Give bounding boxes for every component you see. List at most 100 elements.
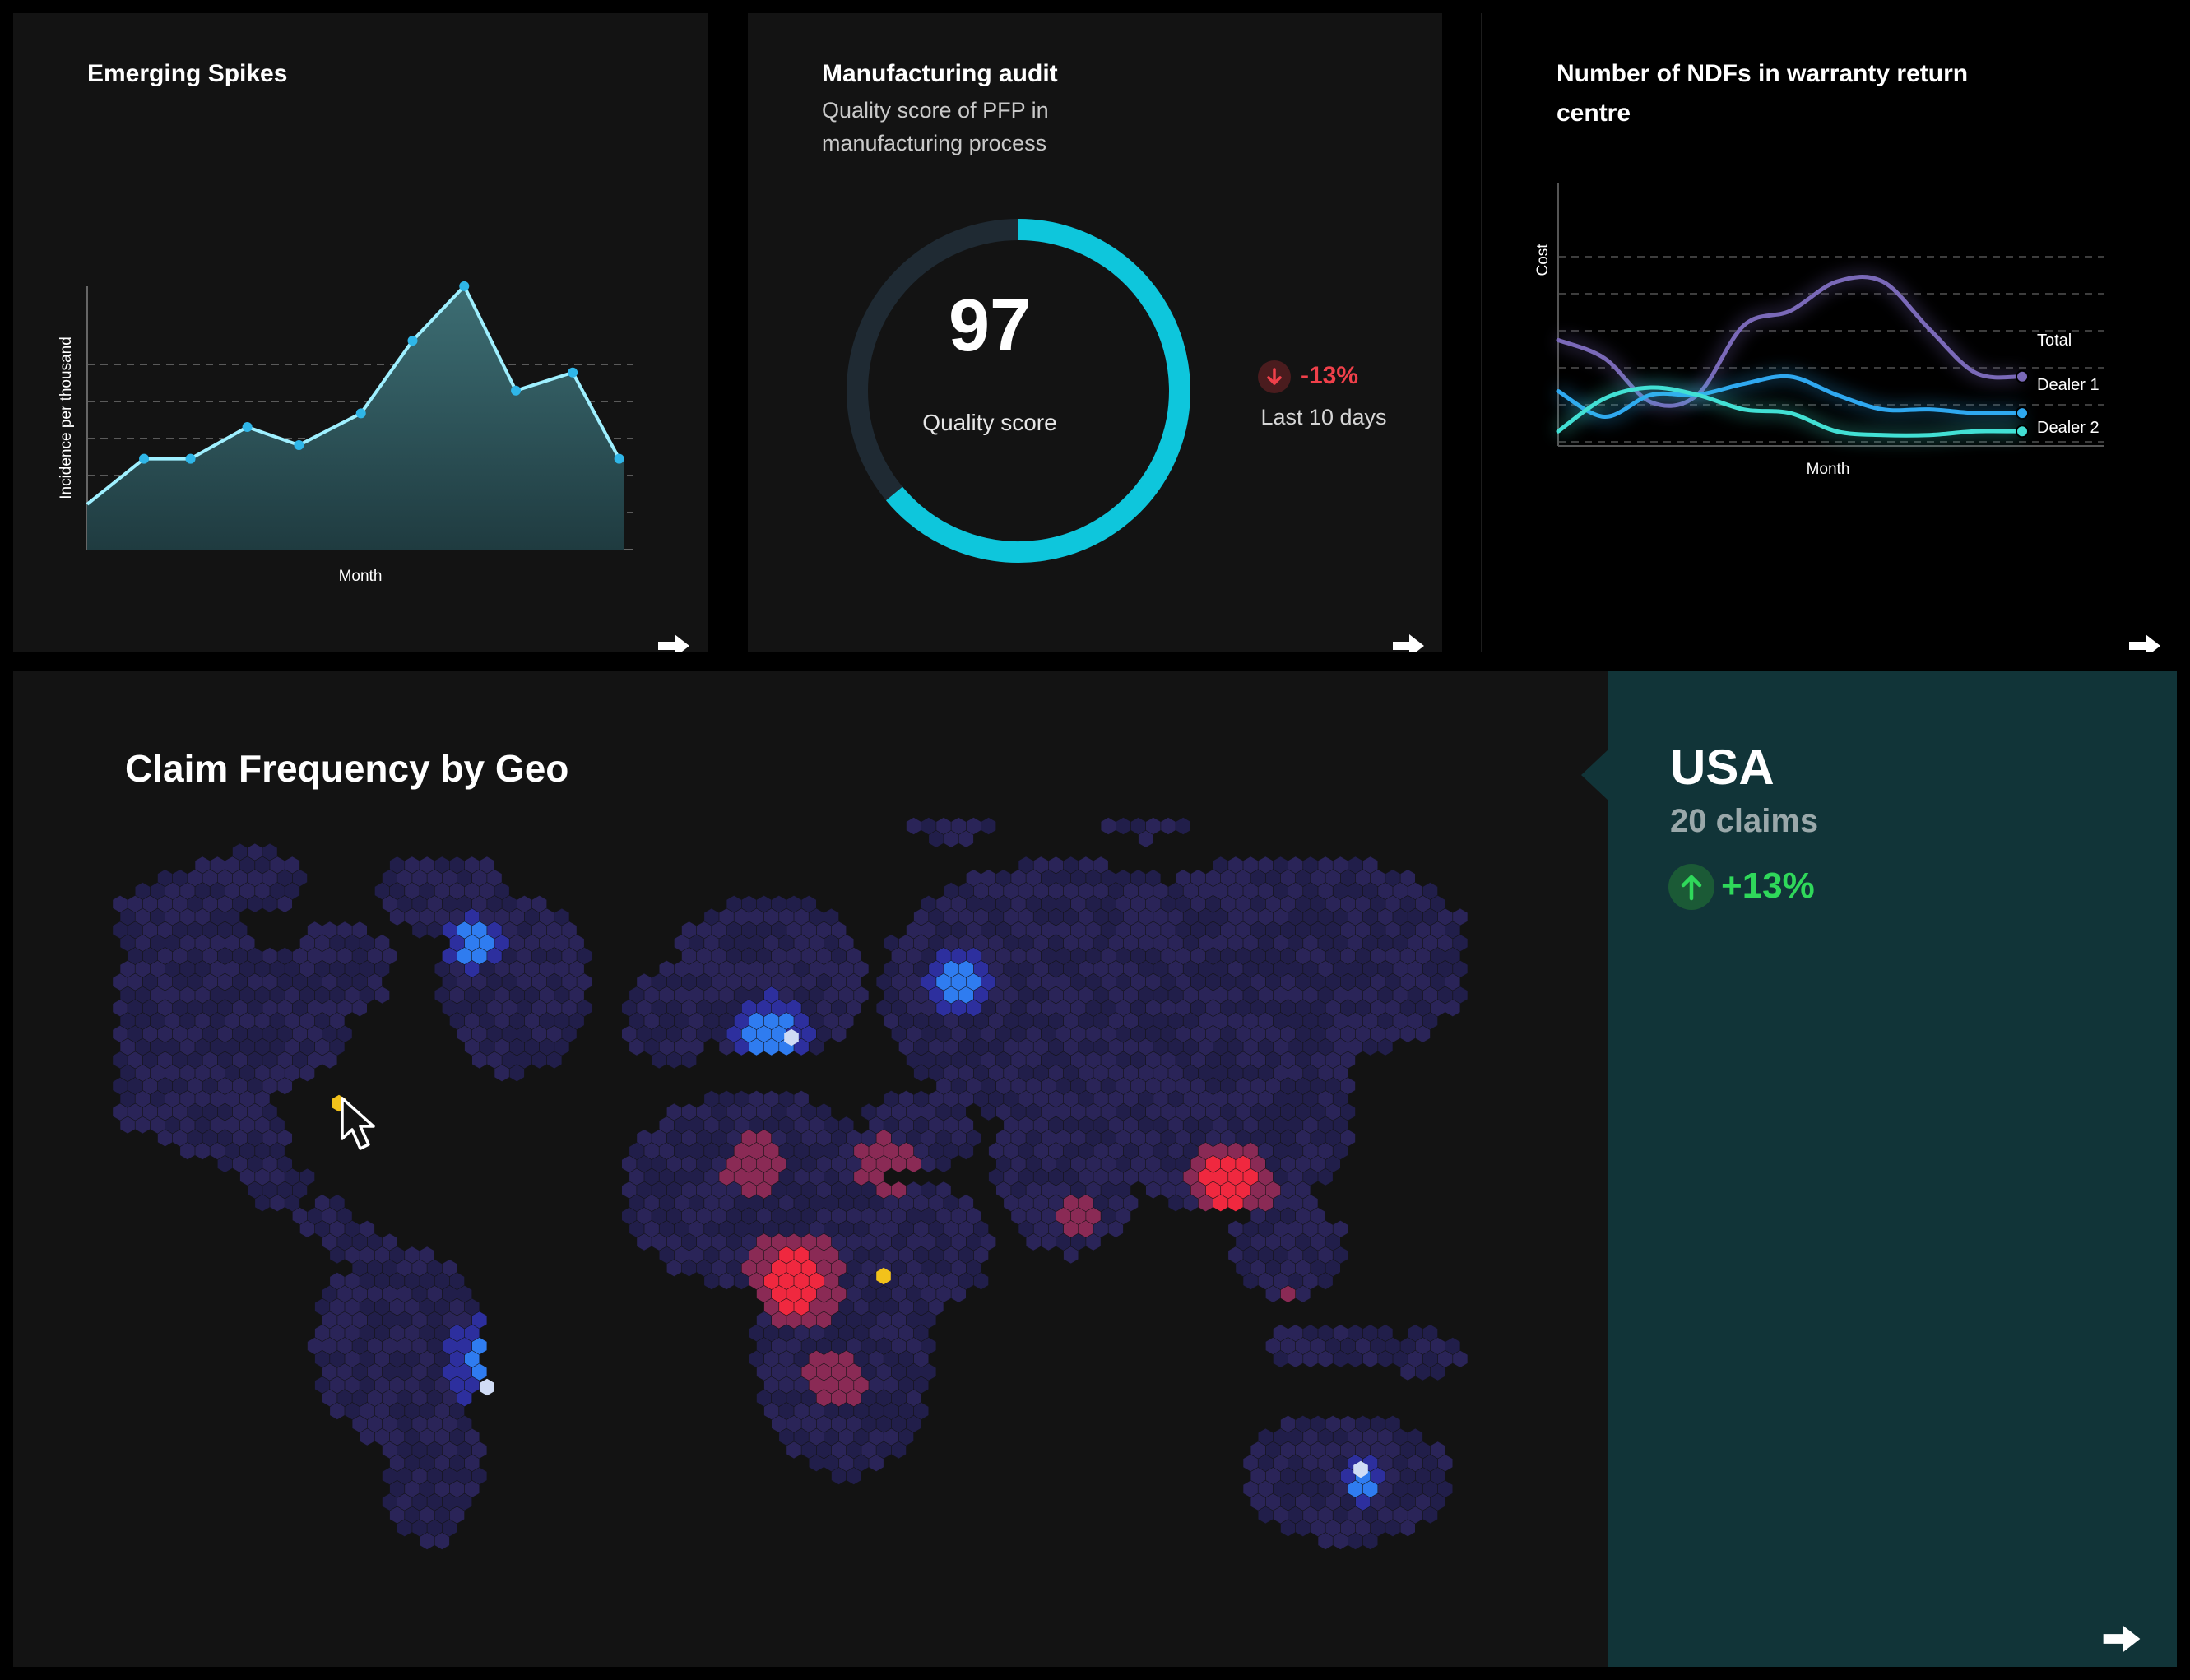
- map-hex: [1288, 960, 1303, 977]
- map-hex: [1063, 908, 1079, 926]
- map-hex: [838, 1012, 854, 1030]
- map-hex: [1415, 1025, 1431, 1042]
- map-hex: [412, 1363, 427, 1381]
- map-hex: [449, 1376, 465, 1394]
- map-hex: [1243, 1116, 1258, 1134]
- open-country-detail-button[interactable]: [2101, 1622, 2142, 1655]
- claim-frequency-map-card[interactable]: Claim Frequency by Geo: [13, 671, 1608, 1667]
- map-hex: [652, 1155, 666, 1172]
- map-hex: [809, 1428, 824, 1446]
- map-hex: [1123, 960, 1139, 977]
- map-hex: [988, 1168, 1004, 1186]
- map-hex: [1048, 1038, 1064, 1056]
- map-hex: [434, 1350, 450, 1367]
- map-hex: [239, 986, 255, 1004]
- map-hex: [1415, 1363, 1431, 1381]
- map-hex: [1183, 1090, 1199, 1107]
- map-hex: [330, 1350, 345, 1367]
- map-hex: [786, 1415, 801, 1432]
- map-hex: [763, 908, 779, 926]
- map-hex: [1033, 908, 1049, 926]
- map-hex: [1146, 870, 1161, 887]
- map-hex: [763, 1168, 779, 1186]
- map-hex: [539, 1012, 554, 1030]
- map-hex: [232, 1025, 248, 1042]
- world-hex-map[interactable]: [13, 671, 1608, 1667]
- map-hex: [1280, 1000, 1296, 1017]
- map-hex: [763, 1116, 779, 1134]
- map-hex: [1408, 986, 1423, 1004]
- map-hex: [1250, 1130, 1265, 1147]
- open-manufacturing-audit-button[interactable]: [1391, 632, 1426, 652]
- map-hex: [719, 1090, 734, 1107]
- map-hex: [1303, 1506, 1318, 1524]
- map-hex: [412, 1285, 427, 1302]
- map-hex: [936, 921, 951, 939]
- map-hex: [1311, 973, 1325, 991]
- map-hex: [1198, 908, 1213, 926]
- map-hex: [360, 1325, 375, 1342]
- map-hex: [330, 935, 345, 952]
- map-hex: [1400, 973, 1415, 991]
- map-hex: [554, 960, 569, 977]
- map-hex: [420, 1350, 434, 1367]
- map-hex: [1130, 817, 1146, 835]
- map-hex: [360, 1220, 375, 1237]
- map-hex: [1198, 1142, 1213, 1160]
- map-hex: [734, 1012, 749, 1030]
- map-hex: [1385, 1441, 1400, 1459]
- map-hex: [1221, 947, 1236, 965]
- map-hex: [1161, 1025, 1176, 1042]
- map-hex: [157, 1025, 173, 1042]
- map-hex: [1311, 1051, 1325, 1069]
- map-hex: [1393, 1012, 1408, 1030]
- map-hex: [958, 1195, 974, 1212]
- map-hex: [457, 870, 472, 887]
- emerging-spikes-card[interactable]: Emerging Spikes Month Incidence per thous…: [13, 13, 708, 652]
- map-hex: [367, 973, 383, 991]
- map-hex: [1190, 895, 1206, 912]
- ndf-card[interactable]: Number of NDFs in warranty return centre…: [1481, 13, 2178, 652]
- map-hex: [1018, 908, 1033, 926]
- map-hex: [1011, 1025, 1026, 1042]
- map-hex: [1340, 973, 1356, 991]
- map-hex: [749, 1325, 764, 1342]
- map-hex: [502, 947, 517, 965]
- map-hex: [1318, 1350, 1333, 1367]
- map-hex: [195, 986, 210, 1004]
- map-hex: [1190, 1000, 1206, 1017]
- map-hex: [389, 1350, 405, 1367]
- map-hex: [1348, 1480, 1363, 1497]
- map-hex: [913, 1065, 929, 1082]
- map-hex: [1296, 1025, 1311, 1042]
- map-hex: [891, 1337, 907, 1355]
- map-hex: [674, 1116, 689, 1134]
- map-hex: [1033, 1142, 1049, 1160]
- map-hex: [427, 1260, 442, 1277]
- map-hex: [1422, 960, 1438, 977]
- map-hex: [1296, 870, 1311, 887]
- map-hex: [464, 1428, 480, 1446]
- map-hex: [921, 1233, 936, 1251]
- map-hex: [1123, 1142, 1139, 1160]
- map-hex: [1041, 1051, 1056, 1069]
- map-hex: [1296, 1415, 1311, 1432]
- map-hex: [1378, 1325, 1393, 1342]
- open-emerging-spikes-button[interactable]: [657, 632, 691, 652]
- map-hex: [981, 947, 996, 965]
- map-hex: [936, 1077, 951, 1095]
- map-hex: [958, 935, 974, 952]
- map-hex: [1093, 935, 1108, 952]
- manufacturing-audit-card[interactable]: Manufacturing audit Quality score of PFP…: [748, 13, 1442, 652]
- map-hex: [180, 1090, 195, 1107]
- map-hex: [824, 1455, 839, 1472]
- map-hex: [457, 1441, 472, 1459]
- open-ndf-button[interactable]: [2127, 632, 2162, 652]
- map-hex: [652, 1207, 666, 1225]
- map-hex: [195, 908, 210, 926]
- map-hex: [1138, 882, 1153, 900]
- map-hex: [1273, 960, 1288, 977]
- map-hex: [951, 1103, 966, 1121]
- map-hex: [1371, 1025, 1385, 1042]
- map-hex: [652, 1233, 666, 1251]
